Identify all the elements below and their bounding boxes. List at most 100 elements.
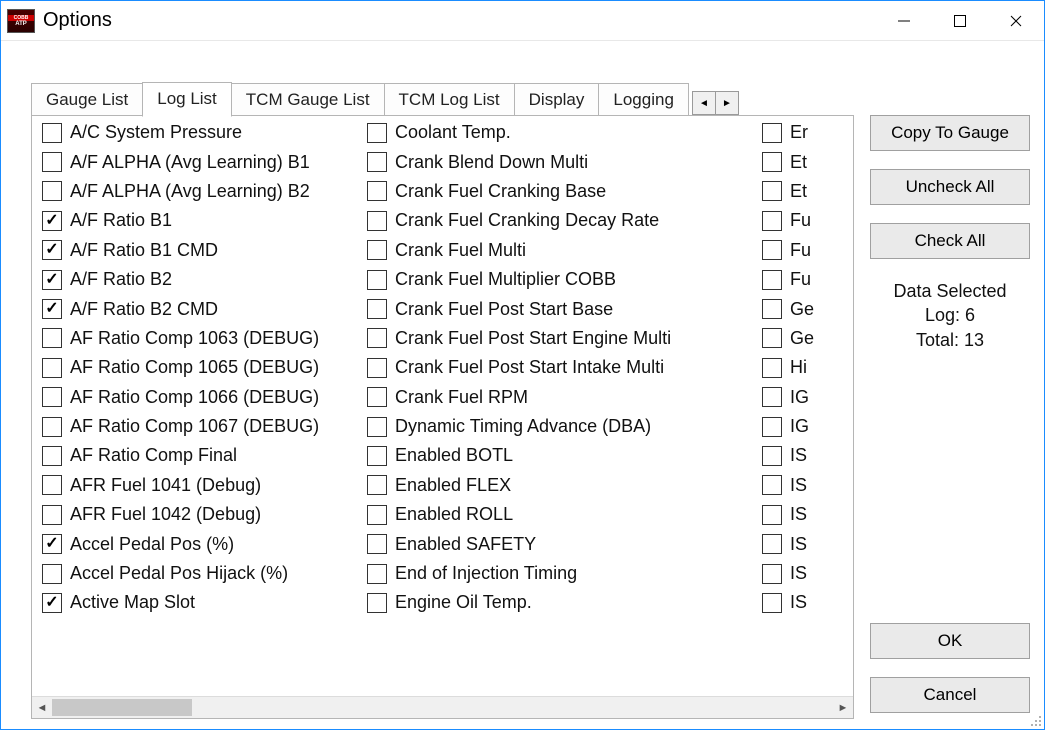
- cancel-button[interactable]: Cancel: [870, 677, 1030, 713]
- list-item[interactable]: A/F Ratio B1: [32, 206, 357, 235]
- list-item[interactable]: Crank Fuel Post Start Engine Multi: [357, 324, 752, 353]
- list-item-checkbox[interactable]: [762, 123, 782, 143]
- list-item-checkbox[interactable]: [367, 417, 387, 437]
- list-item-checkbox[interactable]: [762, 446, 782, 466]
- list-item[interactable]: Fu: [752, 265, 853, 294]
- list-item-checkbox[interactable]: [42, 328, 62, 348]
- list-item[interactable]: A/C System Pressure: [32, 118, 357, 147]
- list-item[interactable]: IS: [752, 500, 853, 529]
- list-item-checkbox[interactable]: [762, 181, 782, 201]
- scroll-right-arrow[interactable]: ►: [833, 697, 853, 718]
- list-item[interactable]: IS: [752, 529, 853, 558]
- list-item-checkbox[interactable]: [762, 240, 782, 260]
- list-item[interactable]: IG: [752, 383, 853, 412]
- tab-logging[interactable]: Logging: [598, 83, 689, 116]
- list-item-checkbox[interactable]: [42, 152, 62, 172]
- list-item-checkbox[interactable]: [367, 240, 387, 260]
- list-item-checkbox[interactable]: [42, 211, 62, 231]
- list-item[interactable]: Dynamic Timing Advance (DBA): [357, 412, 752, 441]
- list-item-checkbox[interactable]: [42, 593, 62, 613]
- list-item[interactable]: Et: [752, 177, 853, 206]
- list-item[interactable]: Crank Fuel Post Start Intake Multi: [357, 353, 752, 382]
- list-item[interactable]: AFR Fuel 1041 (Debug): [32, 471, 357, 500]
- list-item-checkbox[interactable]: [42, 270, 62, 290]
- list-item-checkbox[interactable]: [367, 534, 387, 554]
- tab-display[interactable]: Display: [514, 83, 600, 116]
- list-item[interactable]: Enabled FLEX: [357, 471, 752, 500]
- horizontal-scrollbar[interactable]: ◄ ►: [32, 696, 853, 718]
- check-all-button[interactable]: Check All: [870, 223, 1030, 259]
- list-item-checkbox[interactable]: [762, 270, 782, 290]
- list-item-checkbox[interactable]: [762, 152, 782, 172]
- list-item[interactable]: Hi: [752, 353, 853, 382]
- list-item-checkbox[interactable]: [42, 534, 62, 554]
- list-item[interactable]: Ge: [752, 294, 853, 323]
- scroll-track[interactable]: [52, 697, 833, 718]
- list-item[interactable]: A/F Ratio B1 CMD: [32, 236, 357, 265]
- list-item[interactable]: A/F Ratio B2 CMD: [32, 294, 357, 323]
- list-item[interactable]: Fu: [752, 236, 853, 265]
- list-item[interactable]: AF Ratio Comp Final: [32, 441, 357, 470]
- list-item[interactable]: Engine Oil Temp.: [357, 588, 752, 617]
- list-item-checkbox[interactable]: [42, 387, 62, 407]
- list-item[interactable]: Enabled ROLL: [357, 500, 752, 529]
- list-item-checkbox[interactable]: [367, 270, 387, 290]
- list-item[interactable]: Enabled SAFETY: [357, 529, 752, 558]
- list-item-checkbox[interactable]: [42, 123, 62, 143]
- list-item[interactable]: IG: [752, 412, 853, 441]
- list-item-checkbox[interactable]: [367, 446, 387, 466]
- list-item[interactable]: AF Ratio Comp 1065 (DEBUG): [32, 353, 357, 382]
- list-item-checkbox[interactable]: [762, 211, 782, 231]
- list-item[interactable]: IS: [752, 559, 853, 588]
- tab-scroll-right[interactable]: ►: [715, 91, 739, 115]
- list-item[interactable]: Crank Fuel RPM: [357, 383, 752, 412]
- list-item-checkbox[interactable]: [42, 240, 62, 260]
- list-item-checkbox[interactable]: [367, 211, 387, 231]
- list-item[interactable]: Coolant Temp.: [357, 118, 752, 147]
- list-item-checkbox[interactable]: [762, 505, 782, 525]
- minimize-button[interactable]: [876, 1, 932, 40]
- list-item-checkbox[interactable]: [42, 299, 62, 319]
- list-item[interactable]: Crank Fuel Multi: [357, 236, 752, 265]
- list-item[interactable]: End of Injection Timing: [357, 559, 752, 588]
- list-item[interactable]: A/F Ratio B2: [32, 265, 357, 294]
- list-item-checkbox[interactable]: [367, 152, 387, 172]
- scroll-thumb[interactable]: [52, 699, 192, 716]
- list-item-checkbox[interactable]: [367, 358, 387, 378]
- list-item[interactable]: Accel Pedal Pos (%): [32, 529, 357, 558]
- tab-scroll-left[interactable]: ◄: [692, 91, 716, 115]
- list-item[interactable]: IS: [752, 588, 853, 617]
- list-item-checkbox[interactable]: [367, 475, 387, 495]
- list-item-checkbox[interactable]: [42, 475, 62, 495]
- tab-gauge-list[interactable]: Gauge List: [31, 83, 143, 116]
- list-item[interactable]: Active Map Slot: [32, 588, 357, 617]
- list-item[interactable]: Crank Fuel Cranking Decay Rate: [357, 206, 752, 235]
- list-item[interactable]: AF Ratio Comp 1063 (DEBUG): [32, 324, 357, 353]
- list-item-checkbox[interactable]: [42, 181, 62, 201]
- list-item-checkbox[interactable]: [762, 417, 782, 437]
- list-item[interactable]: Crank Blend Down Multi: [357, 147, 752, 176]
- list-item-checkbox[interactable]: [42, 417, 62, 437]
- list-item[interactable]: Et: [752, 147, 853, 176]
- list-item-checkbox[interactable]: [762, 387, 782, 407]
- list-item[interactable]: Fu: [752, 206, 853, 235]
- list-item-checkbox[interactable]: [367, 123, 387, 143]
- list-item-checkbox[interactable]: [762, 534, 782, 554]
- list-item-checkbox[interactable]: [762, 299, 782, 319]
- list-item-checkbox[interactable]: [762, 358, 782, 378]
- list-item[interactable]: Crank Fuel Post Start Base: [357, 294, 752, 323]
- copy-to-gauge-button[interactable]: Copy To Gauge: [870, 115, 1030, 151]
- list-item-checkbox[interactable]: [367, 387, 387, 407]
- list-item[interactable]: Ge: [752, 324, 853, 353]
- list-item-checkbox[interactable]: [367, 593, 387, 613]
- list-item[interactable]: Er: [752, 118, 853, 147]
- maximize-button[interactable]: [932, 1, 988, 40]
- list-item-checkbox[interactable]: [367, 505, 387, 525]
- close-button[interactable]: [988, 1, 1044, 40]
- list-item[interactable]: AFR Fuel 1042 (Debug): [32, 500, 357, 529]
- list-item-checkbox[interactable]: [367, 181, 387, 201]
- tab-tcm-gauge-list[interactable]: TCM Gauge List: [231, 83, 385, 116]
- list-item[interactable]: Crank Fuel Multiplier COBB: [357, 265, 752, 294]
- list-item[interactable]: IS: [752, 441, 853, 470]
- resize-grip-icon[interactable]: [1028, 713, 1042, 727]
